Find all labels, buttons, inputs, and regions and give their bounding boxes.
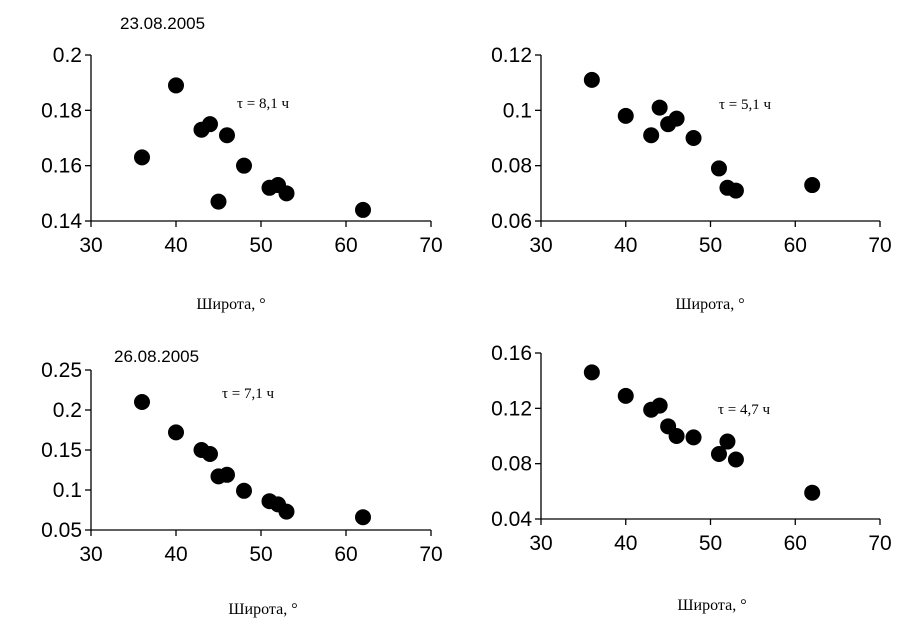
- y-tick-label: 0.2: [53, 399, 82, 422]
- x-tick-label: 40: [614, 234, 637, 257]
- y-tick-label: 0.1: [503, 99, 532, 122]
- plot-area: 0.05 0.1 0.15 0.2 0.25 30 40 50 60 70: [41, 359, 443, 566]
- y-tick-label: 0.16: [41, 155, 82, 178]
- panel-top-right: 0.06 0.08 0.1 0.12 30 40 50 60 70 τ = 5,1 ч Широ…: [491, 44, 892, 313]
- data-point: [134, 149, 150, 166]
- data-point: [643, 127, 660, 144]
- plot-area: 0.06 0.08 0.1 0.12 30 40 50 60 70: [491, 44, 892, 257]
- x-tick-label: 60: [784, 532, 807, 555]
- y-tick-label: 0.14: [41, 210, 82, 233]
- data-point: [710, 445, 727, 462]
- tau-annotation: τ = 5,1 ч: [719, 97, 771, 113]
- data-point: [617, 387, 634, 404]
- y-tick-label: 0.16: [491, 342, 532, 365]
- y-tick-label: 0.06: [491, 210, 532, 233]
- y-tick-label: 0.12: [491, 397, 532, 420]
- data-point: [202, 446, 218, 462]
- x-tick-label: 50: [699, 234, 722, 257]
- y-tick-label: 0.2: [53, 44, 82, 67]
- x-tick-label: 70: [419, 234, 442, 257]
- tau-annotation: τ = 7,1 ч: [222, 386, 274, 402]
- x-tick-label: 60: [334, 234, 357, 257]
- data-point: [685, 429, 702, 446]
- plot-area: 0.14 0.16 0.18 0.2 30 40 50 60 70: [41, 44, 443, 257]
- data-point: [685, 130, 702, 146]
- data-point: [727, 182, 744, 199]
- x-tick-label: 40: [164, 234, 187, 257]
- data-point: [202, 116, 218, 133]
- x-axis-title: Широта, °: [228, 601, 297, 618]
- data-point: [168, 424, 184, 441]
- data-point: [804, 177, 821, 194]
- data-point: [355, 509, 371, 526]
- y-tick-label: 0.08: [491, 453, 532, 476]
- date-label: 26.08.2005: [114, 347, 199, 366]
- x-tick-label: 70: [419, 543, 442, 566]
- data-point: [651, 99, 668, 116]
- data-point: [710, 160, 727, 177]
- data-point: [668, 110, 685, 127]
- x-tick-label: 50: [699, 532, 722, 555]
- x-tick-label: 30: [529, 234, 552, 257]
- data-point: [210, 193, 227, 210]
- panel-top-left: 23.08.2005 0.14 0.16 0.18 0.2 30 40 50 60 70 τ =…: [41, 14, 443, 313]
- x-axis-title: Широта, °: [677, 597, 746, 614]
- data-point: [355, 201, 371, 218]
- data-point: [583, 364, 600, 381]
- y-tick-label: 0.12: [491, 44, 532, 67]
- data-point: [668, 428, 685, 444]
- data-point: [134, 394, 150, 410]
- x-tick-label: 60: [784, 234, 807, 257]
- x-tick-label: 30: [79, 543, 102, 566]
- x-tick-label: 70: [868, 532, 891, 555]
- y-tick-label: 0.18: [41, 99, 82, 122]
- x-tick-label: 40: [164, 543, 187, 566]
- y-tick-label: 0.08: [491, 155, 532, 178]
- x-tick-label: 40: [614, 532, 637, 555]
- data-point: [168, 77, 184, 94]
- data-point: [236, 157, 252, 174]
- x-tick-label: 60: [334, 543, 357, 566]
- tau-annotation: τ = 4,7 ч: [718, 402, 770, 418]
- plot-area: 0.04 0.08 0.12 0.16 30 40 50 60 70: [491, 342, 892, 555]
- x-tick-label: 30: [529, 532, 552, 555]
- data-point: [804, 484, 821, 501]
- data-point: [719, 433, 736, 450]
- x-tick-label: 50: [249, 234, 272, 257]
- y-tick-label: 0.25: [41, 359, 82, 382]
- data-point: [278, 185, 295, 202]
- x-axis-title: Широта, °: [675, 296, 744, 313]
- data-point: [617, 107, 634, 124]
- data-point: [278, 503, 295, 520]
- data-point: [583, 71, 600, 88]
- y-tick-label: 0.04: [491, 508, 532, 531]
- date-label: 23.08.2005: [120, 14, 205, 33]
- tau-annotation: τ = 8,1 ч: [237, 96, 289, 112]
- data-point: [219, 127, 235, 144]
- data-point: [236, 482, 252, 499]
- data-point: [651, 397, 668, 414]
- x-tick-label: 70: [868, 234, 891, 257]
- panel-bottom-right: 0.04 0.08 0.12 0.16 30 40 50 60 70 τ = 4,7 ч Шир…: [491, 342, 892, 614]
- x-axis-title: Широта, °: [196, 296, 265, 313]
- y-tick-label: 0.15: [41, 439, 82, 462]
- x-tick-label: 50: [249, 543, 272, 566]
- y-tick-label: 0.1: [53, 479, 82, 502]
- x-tick-label: 30: [79, 234, 102, 257]
- data-point: [219, 466, 235, 483]
- data-point: [727, 451, 744, 468]
- y-tick-label: 0.05: [41, 519, 82, 542]
